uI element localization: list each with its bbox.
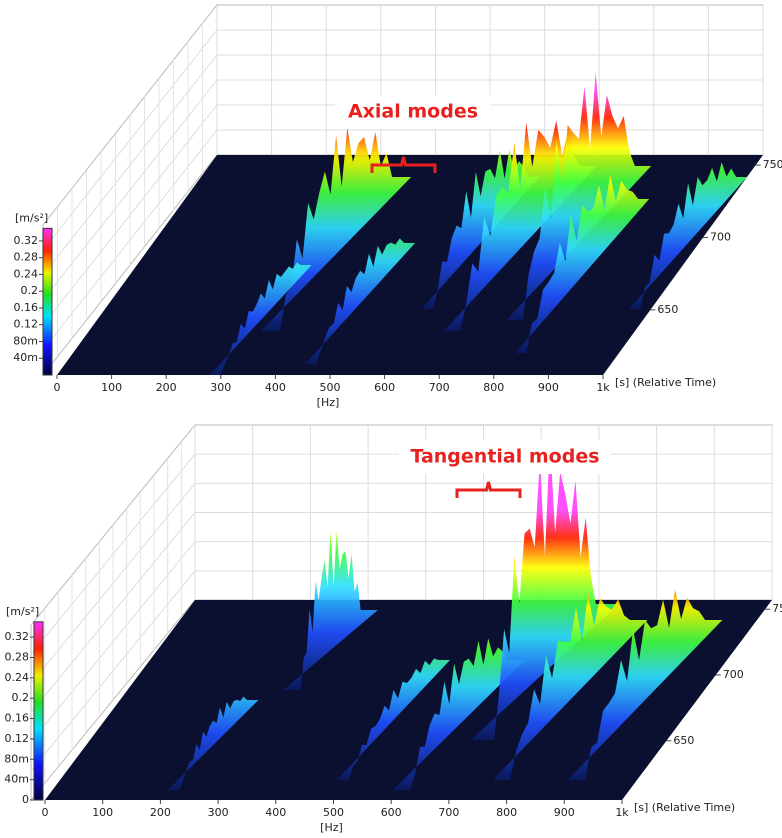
x-tick-label: 200 xyxy=(150,806,171,819)
colorbar-tick-label: 0.24 xyxy=(14,267,39,280)
colorbar-tick-label: 0 xyxy=(22,793,29,806)
waterfall-panel: 0 100 200 300 400 500 600 700 800 900 1k [Hz] 650 700… xyxy=(4,423,782,834)
surface-ridge xyxy=(167,696,259,790)
annotation-bracket xyxy=(455,481,522,498)
colorbar-tick-label: 0.2 xyxy=(21,284,39,297)
colorbar-tick-label: 0.16 xyxy=(14,301,39,314)
colorbar-tick-label: 80m xyxy=(4,752,29,765)
x-tick-label: 300 xyxy=(210,381,231,394)
x-tick-label: 900 xyxy=(554,806,575,819)
colorbar xyxy=(42,227,53,376)
surface-ridge xyxy=(209,262,312,375)
annotation: Tangential modes xyxy=(410,446,599,468)
waterfall-panel: 0 100 200 300 400 500 600 700 800 900 1k [Hz] 650 700… xyxy=(13,3,782,409)
surface-ridge xyxy=(506,72,652,320)
x-tick-label: 400 xyxy=(265,381,286,394)
colorbar-tick-label: 80m xyxy=(13,334,38,347)
x-tick-label: 800 xyxy=(496,806,517,819)
z-axis-label: [s] (Relative Time) xyxy=(615,376,716,389)
colorbar-tick-label: 0.32 xyxy=(14,234,39,247)
annotation: Axial modes xyxy=(348,101,478,123)
x-tick-label: 900 xyxy=(538,381,559,394)
surface-ridge xyxy=(283,530,378,690)
colorbar-label: [m/s²] xyxy=(15,211,48,224)
z-tick-label: 750 xyxy=(763,158,782,171)
z-tick-label: 650 xyxy=(657,303,678,316)
z-axis-label: [s] (Relative Time) xyxy=(634,801,735,814)
colorbar-tick-label: 40m xyxy=(4,773,29,786)
colorbar-tick-label: 0.24 xyxy=(5,671,30,684)
surface-ridge xyxy=(392,638,526,790)
surface-ridge xyxy=(567,589,723,780)
x-tick-label: 500 xyxy=(323,806,344,819)
x-tick-label: 0 xyxy=(42,806,49,819)
x-tick-label: 100 xyxy=(101,381,122,394)
colorbar xyxy=(33,621,44,801)
z-tick-label: 700 xyxy=(710,231,731,244)
surface-ridge xyxy=(260,127,412,332)
x-tick-label: 600 xyxy=(381,806,402,819)
x-tick-label: 800 xyxy=(483,381,504,394)
x-tick-label: 700 xyxy=(438,806,459,819)
x-tick-label: 700 xyxy=(429,381,450,394)
surface-ridge xyxy=(492,593,648,780)
x-axis-label: [Hz] xyxy=(317,396,340,409)
z-tick-label: 700 xyxy=(723,668,744,681)
x-tick-label: 600 xyxy=(374,381,395,394)
colorbar-tick-label: 0.32 xyxy=(5,630,30,643)
x-tick-label: 400 xyxy=(265,806,286,819)
x-tick-label: 100 xyxy=(92,806,113,819)
annotation-bracket xyxy=(370,156,437,173)
colorbar-tick-label: 0.16 xyxy=(5,712,30,725)
x-tick-label: 500 xyxy=(320,381,341,394)
surface-ridge xyxy=(470,439,619,740)
surface-ridge xyxy=(629,162,747,309)
colorbar-label: [m/s²] xyxy=(6,605,39,618)
z-tick-label: 650 xyxy=(673,734,694,747)
x-tick-label: 1k xyxy=(596,381,610,394)
surface-ridge xyxy=(515,174,650,353)
x-tick-label: 200 xyxy=(156,381,177,394)
annotation-box xyxy=(399,440,611,474)
annotation-box xyxy=(335,95,491,129)
z-tick-label: 750 xyxy=(772,602,782,615)
colorbar-tick-label: 0.12 xyxy=(5,732,30,745)
surface-ridge xyxy=(305,238,416,364)
colorbar-tick-label: 0.2 xyxy=(12,691,30,704)
colorbar-tick-label: 0.28 xyxy=(14,251,39,264)
colorbar-tick-label: 0.28 xyxy=(5,650,30,663)
colorbar-tick-label: 40m xyxy=(13,351,38,364)
x-tick-label: 1k xyxy=(615,806,629,819)
surface-ridge xyxy=(336,658,451,780)
x-tick-label: 0 xyxy=(54,381,61,394)
x-tick-label: 300 xyxy=(208,806,229,819)
colorbar-tick-label: 0.12 xyxy=(14,318,39,331)
x-axis-label: [Hz] xyxy=(320,821,343,834)
